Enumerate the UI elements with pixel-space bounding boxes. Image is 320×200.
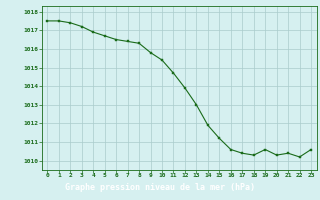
Text: Graphe pression niveau de la mer (hPa): Graphe pression niveau de la mer (hPa) xyxy=(65,182,255,192)
